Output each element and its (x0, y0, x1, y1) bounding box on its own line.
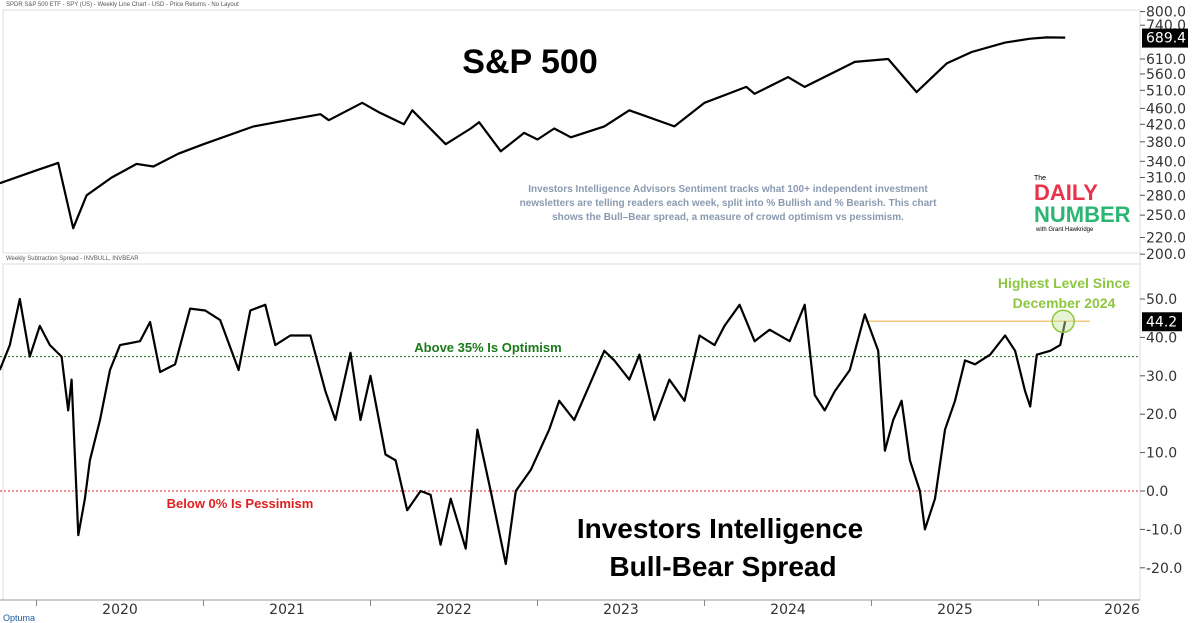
logo-byline: with Grant Hawkridge (1035, 227, 1094, 233)
x-tick-label: 2023 (603, 602, 639, 618)
bottom-title-line1: Investors Intelligence (577, 513, 863, 544)
y-tick-label-top: 380.0 (1146, 135, 1186, 151)
x-tick-label: 2025 (937, 602, 973, 618)
y-tick-label-bottom: -20.0 (1146, 561, 1182, 577)
optuma-brand: Optuma (3, 613, 35, 623)
y-tick-label-bottom: 30.0 (1146, 369, 1177, 385)
bull-bear-spread-line (0, 297, 1067, 566)
y-tick-label-top: 200.0 (1146, 247, 1186, 263)
y-tick-label-bottom: 0.0 (1146, 484, 1168, 500)
y-tick-label-top: 610.0 (1146, 52, 1186, 68)
logo-number: NUMBER (1034, 202, 1131, 227)
x-tick-label: 2022 (436, 602, 472, 618)
y-tick-label-top: 510.0 (1146, 83, 1186, 99)
optimism-label: Above 35% Is Optimism (414, 340, 561, 355)
callout-line2: December 2024 (1013, 295, 1116, 311)
y-tick-label-top: 420.0 (1146, 117, 1186, 133)
y-tick-label-top: 340.0 (1146, 154, 1186, 170)
y-tick-label-top: 310.0 (1146, 170, 1186, 186)
highlight-circle (1051, 309, 1075, 334)
y-tick-label-bottom: 40.0 (1146, 330, 1177, 346)
y-tick-label-top: 250.0 (1146, 208, 1186, 224)
top-panel-title: S&P 500 (462, 43, 597, 81)
y-tick-label-bottom: 50.0 (1146, 292, 1177, 308)
x-tick-label: 2026 (1104, 602, 1140, 618)
y-tick-label-bottom: 20.0 (1146, 407, 1177, 423)
y-tick-label-top: 460.0 (1146, 101, 1186, 117)
description-line-3: shows the Bull–Bear spread, a measure of… (552, 212, 904, 223)
daily-number-logo: The DAILY NUMBER with Grant Hawkridge (1034, 175, 1131, 233)
y-tick-label-top: 220.0 (1146, 230, 1186, 246)
bottom-last-value: 44.2 (1146, 314, 1177, 330)
y-tick-label-bottom: 10.0 (1146, 446, 1177, 462)
y-tick-label-bottom: -10.0 (1146, 522, 1182, 538)
x-tick-label: 2021 (269, 602, 305, 618)
y-tick-label-top: 560.0 (1146, 67, 1186, 83)
pessimism-label: Below 0% Is Pessimism (167, 496, 314, 511)
description-line-2: newsletters are telling readers each wee… (520, 198, 937, 209)
x-tick-label: 2024 (770, 602, 806, 618)
spy-price-line (0, 36, 1066, 230)
x-tick-label: 2020 (102, 602, 138, 618)
top-panel-header: SPDR S&P 500 ETF - SPY (US) - Weekly Lin… (6, 2, 239, 8)
logo-daily: DAILY (1034, 180, 1098, 205)
logo-the: The (1034, 175, 1046, 182)
top-last-value: 689.4 (1146, 31, 1186, 47)
y-tick-label-top: 800.0 (1146, 5, 1186, 21)
bottom-panel-frame (2, 263, 1141, 601)
description-text: Investors Intelligence Advisors Sentimen… (520, 184, 937, 223)
y-tick-label-top: 280.0 (1146, 188, 1186, 204)
description-line-1: Investors Intelligence Advisors Sentimen… (528, 184, 928, 195)
top-last-value-badge (1142, 28, 1188, 48)
bottom-last-value-badge (1142, 312, 1182, 332)
bottom-panel-header: Weekly Subtraction Spread - INVBULL, INV… (6, 256, 139, 262)
bottom-title-line2: Bull-Bear Spread (609, 551, 836, 582)
callout-line1: Highest Level Since (998, 275, 1130, 291)
